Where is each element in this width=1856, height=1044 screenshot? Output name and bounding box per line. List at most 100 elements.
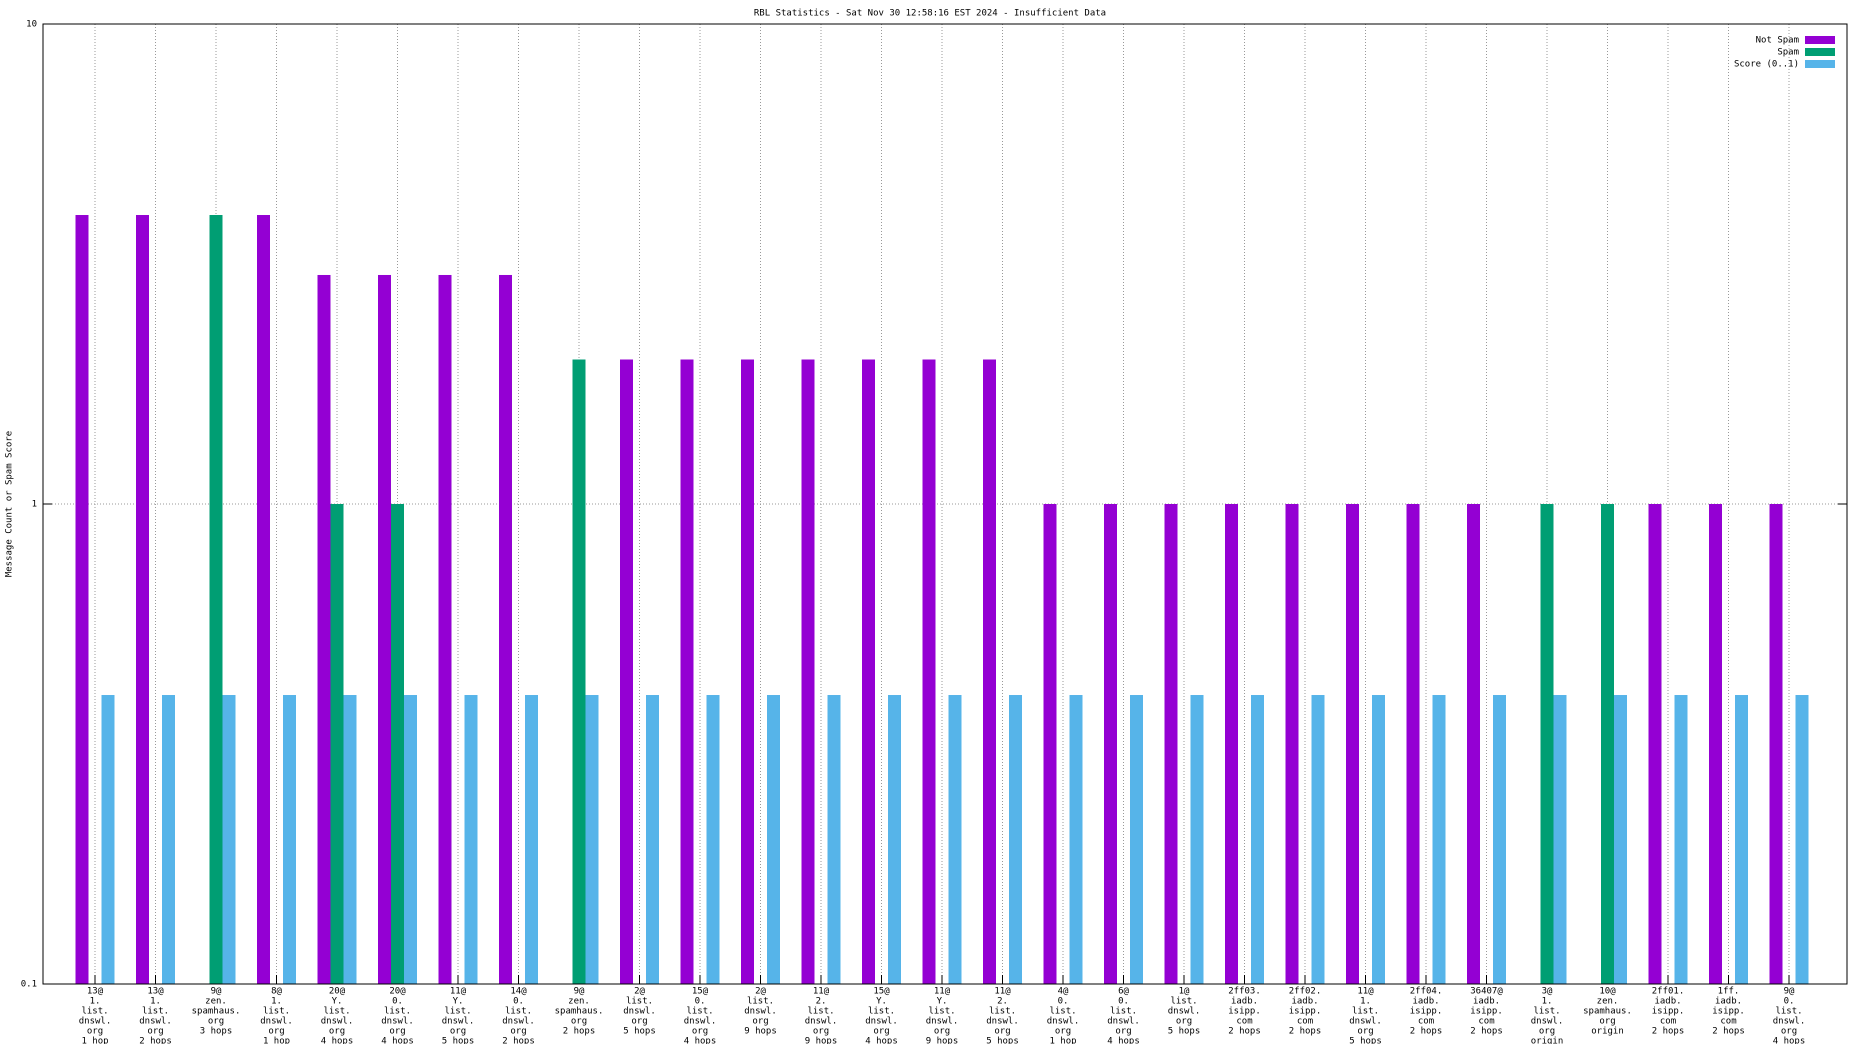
x-tick-label: org (1055, 1027, 1071, 1037)
x-tick-label: 0. (392, 997, 403, 1007)
x-tick-label: org (571, 1017, 587, 1027)
x-tick-label: 1 hop (263, 1037, 290, 1044)
x-tick-label: dnswl. (1047, 1017, 1080, 1027)
x-tick-label: dnswl. (986, 1017, 1019, 1027)
x-tick-label: 2 hops (1712, 1027, 1745, 1037)
x-tick-label: 9@ (1784, 987, 1795, 997)
x-tick-label: org (1176, 1017, 1192, 1027)
x-tick-label: org (994, 1027, 1010, 1037)
x-tick-label: 4 hops (1773, 1037, 1806, 1044)
x-tick-label: org (329, 1027, 345, 1037)
bar (767, 695, 780, 984)
x-tick-label: list. (505, 1007, 532, 1017)
bar (499, 274, 512, 984)
bar (1540, 504, 1554, 984)
bar (378, 274, 391, 984)
bar (1285, 504, 1299, 984)
x-tick-label: 1 hop (81, 1037, 108, 1044)
bar (162, 695, 175, 984)
x-tick-label: dnswl. (381, 1017, 414, 1027)
bar (1130, 695, 1143, 984)
y-tick-label: 10 (26, 20, 37, 30)
x-tick-label: list. (989, 1007, 1016, 1017)
bar (1251, 695, 1264, 984)
bar (827, 695, 841, 984)
bar (1009, 695, 1022, 984)
x-tick-label: 4 hops (1107, 1037, 1140, 1044)
bar (209, 215, 223, 984)
x-tick-label: dnswl. (502, 1017, 535, 1027)
chart-title: RBL Statistics - Sat Nov 30 12:58:16 EST… (754, 9, 1106, 19)
x-tick-label: dnswl. (321, 1017, 354, 1027)
x-tick-label: 11@ (994, 987, 1011, 997)
x-tick-label: org (752, 1017, 768, 1027)
x-tick-label: dnswl. (1531, 1017, 1564, 1027)
x-tick-label: Y. (937, 997, 948, 1007)
x-tick-label: 15@ (692, 987, 709, 997)
x-tick-label: 2. (816, 997, 827, 1007)
x-tick-label: org (1781, 1027, 1797, 1037)
x-tick-label: list. (384, 1007, 411, 1017)
bar (948, 695, 962, 984)
x-tick-label: 20@ (389, 987, 406, 997)
x-tick-label: 2 hops (1470, 1027, 1503, 1037)
x-tick-label: org (1599, 1017, 1615, 1027)
x-tick-label: org (450, 1027, 466, 1037)
x-tick-label: spamhaus. (555, 1007, 604, 1017)
x-tick-label: 2 hops (1652, 1027, 1685, 1037)
bar (1614, 695, 1627, 984)
bar (1164, 504, 1178, 984)
x-tick-label: org (934, 1027, 950, 1037)
x-tick-label: list. (444, 1007, 471, 1017)
x-tick-label: dnswl. (1168, 1007, 1201, 1017)
bar (620, 359, 633, 984)
x-tick-label: 10@ (1599, 987, 1616, 997)
x-tick-label: 1ff. (1718, 987, 1740, 997)
x-tick-label: 3@ (1542, 987, 1553, 997)
bar (257, 215, 270, 984)
x-tick-label: 5 hops (986, 1037, 1019, 1044)
bar (283, 695, 296, 984)
x-tick-label: 9 hops (805, 1037, 838, 1044)
x-tick-label: 4 hops (381, 1037, 414, 1044)
x-tick-label: 5 hops (1349, 1037, 1382, 1044)
bar (75, 215, 89, 984)
x-tick-label: 14@ (510, 987, 527, 997)
x-tick-label: dnswl. (1349, 1017, 1382, 1027)
x-tick-label: org (1357, 1027, 1373, 1037)
bar (1735, 695, 1748, 984)
x-tick-label: 2ff02. (1289, 987, 1322, 997)
x-tick-label: isipp. (1410, 1007, 1443, 1017)
x-tick-label: org (510, 1027, 526, 1037)
bar (101, 695, 115, 984)
x-tick-label: com (1720, 1017, 1736, 1027)
x-tick-label: com (1478, 1017, 1494, 1027)
x-tick-label: origin (1531, 1037, 1564, 1044)
x-tick-label: 36407@ (1470, 987, 1503, 997)
bar (1104, 504, 1117, 984)
x-tick-label: org (208, 1017, 224, 1027)
y-axis-label: Message Count or Spam Score (5, 431, 15, 577)
bar (1601, 504, 1614, 984)
x-tick-label: 0. (1058, 997, 1069, 1007)
x-tick-label: 1 hop (1049, 1037, 1076, 1044)
x-tick-label: dnswl. (260, 1017, 293, 1027)
bar (1346, 504, 1359, 984)
x-tick-label: 4 hops (865, 1037, 898, 1044)
x-tick-label: dnswl. (926, 1017, 959, 1027)
x-tick-label: Y. (876, 997, 887, 1007)
bar (888, 695, 901, 984)
bar (801, 359, 815, 984)
x-tick-label: dnswl. (1107, 1017, 1140, 1027)
bar (1769, 504, 1783, 984)
x-tick-label: 2 hops (1289, 1027, 1322, 1037)
x-tick-label: list. (1775, 1007, 1802, 1017)
x-tick-label: org (389, 1027, 405, 1037)
x-tick-label: zen. (568, 997, 590, 1007)
x-tick-label: Y. (332, 997, 343, 1007)
x-tick-label: 11@ (450, 987, 467, 997)
legend-label: Score (0..1) (1734, 60, 1799, 70)
x-tick-label: dnswl. (623, 1007, 656, 1017)
x-tick-label: org (147, 1027, 163, 1037)
bar (741, 359, 754, 984)
